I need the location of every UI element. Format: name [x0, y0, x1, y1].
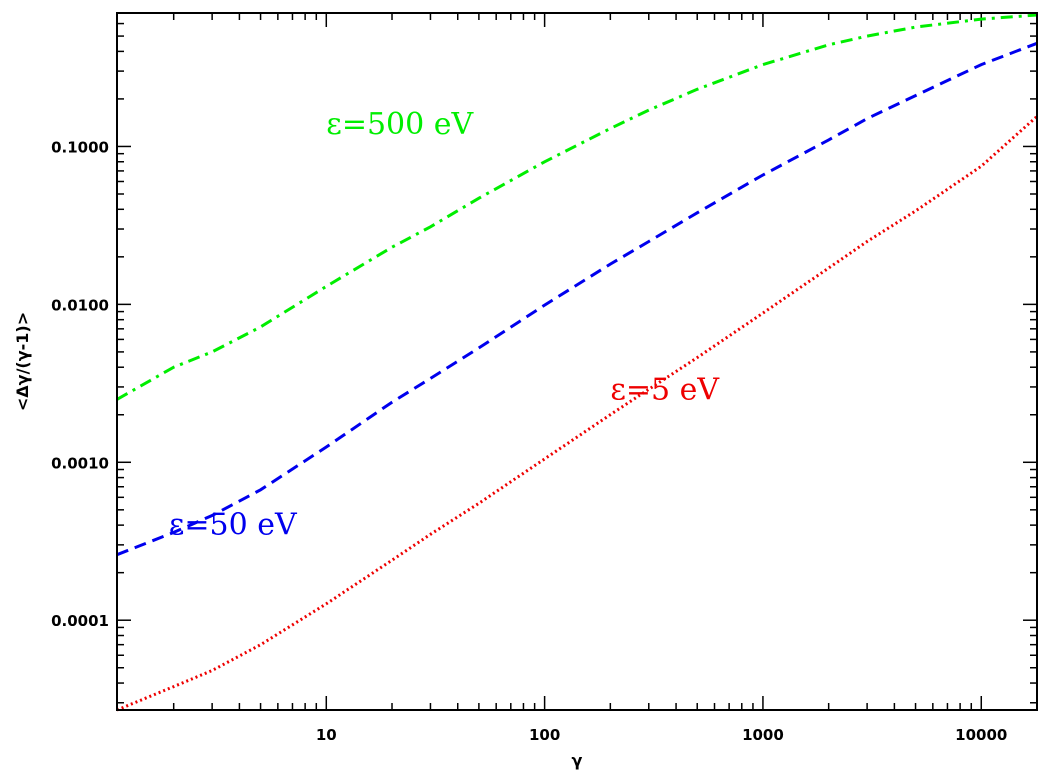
y-tick-label: 0.0010 [51, 454, 109, 472]
axis-ticks [117, 13, 1037, 710]
y-tick-label: 0.0100 [51, 296, 109, 314]
x-tick-label: 1000 [742, 726, 784, 744]
y-axis-title: <Δγ/(γ-1)> [13, 312, 32, 411]
y-tick-label: 0.1000 [51, 138, 109, 156]
annotation-0: ε=500 eV [326, 107, 474, 142]
x-tick-label: 10000 [955, 726, 1007, 744]
series-line-2 [116, 115, 1038, 712]
x-tick-label: 100 [529, 726, 560, 744]
annotation-1: ε=50 eV [169, 507, 298, 542]
series-line-1 [116, 41, 1038, 557]
x-axis-title: γ [572, 751, 583, 770]
series-line-0 [116, 13, 1038, 401]
annotations: ε=500 eV ε=50 eV ε=5 eV [169, 107, 721, 542]
y-tick-label: 0.0001 [51, 612, 109, 630]
annotation-2: ε=5 eV [610, 372, 720, 407]
plot-frame [116, 12, 1038, 711]
tick-labels: 10 100 1000 10000 0.0001 0.0010 0.0100 0.1000 [51, 138, 1007, 744]
x-tick-label: 10 [316, 726, 337, 744]
series-group [116, 13, 1038, 712]
